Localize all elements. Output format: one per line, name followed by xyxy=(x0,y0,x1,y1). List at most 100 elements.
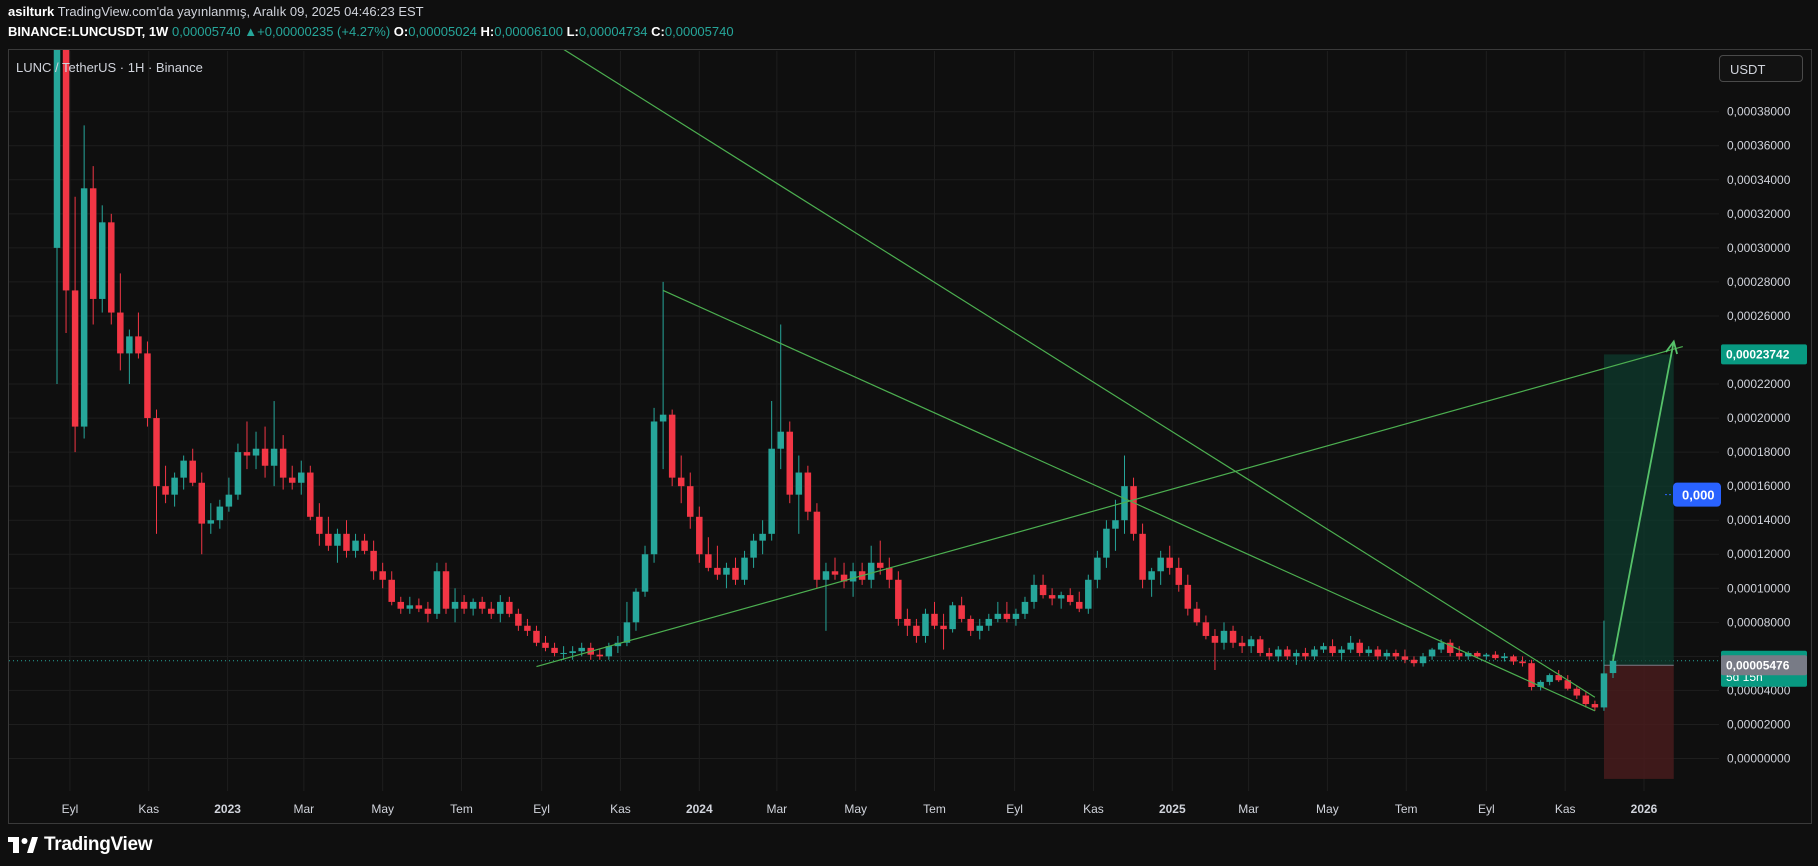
candle-body xyxy=(515,613,522,626)
price-tags: 0,000237420,000057405d 15h0,000054760,00… xyxy=(1665,344,1807,687)
candle-body xyxy=(1320,646,1327,650)
time-tick-label: May xyxy=(371,802,394,816)
last-price: 0,00005740 xyxy=(171,24,241,39)
candle-body xyxy=(1401,656,1409,660)
time-tick-label: Eyl xyxy=(1478,802,1495,816)
brand-name: TradingView xyxy=(44,834,153,855)
candle-body xyxy=(1329,646,1336,653)
candle-body xyxy=(1112,520,1119,529)
candle-body xyxy=(1202,622,1210,636)
time-tick-label: 2024 xyxy=(686,802,713,816)
time-tick-label: 2026 xyxy=(1631,802,1658,816)
candle-body xyxy=(813,511,821,580)
candle-body xyxy=(1012,613,1020,619)
chart-frame[interactable]: 0,000000000,000020000,000040000,00006000… xyxy=(8,49,1812,824)
candle-body xyxy=(460,601,468,609)
price-tick-label: 0,00002000 xyxy=(1727,717,1791,731)
candle-body xyxy=(506,601,513,614)
candle-body xyxy=(1076,601,1083,609)
candle-body xyxy=(1474,652,1481,657)
time-tick-label: Tem xyxy=(923,802,946,816)
time-tick-label: Mar xyxy=(1238,802,1259,816)
candle-body xyxy=(876,562,884,568)
candle-body xyxy=(632,591,640,623)
price-tick-label: 0,00034000 xyxy=(1727,173,1791,187)
time-axis[interactable]: Eyl Kas 2023 Mar May Tem Eyl Kas 2024 Mar May Tem Ey… xyxy=(62,802,1658,816)
candle-body xyxy=(1121,486,1128,521)
tradingview-logo-icon xyxy=(8,837,38,853)
candle-body xyxy=(741,557,748,580)
high-value: 0,00006100 xyxy=(494,24,563,39)
candle-body xyxy=(1293,652,1300,657)
candle-body xyxy=(270,448,278,466)
triangle-up-icon: ▲ xyxy=(244,24,258,39)
candle-body xyxy=(1573,688,1581,696)
candle-body xyxy=(1130,486,1137,534)
candle-body xyxy=(922,613,929,636)
candle-body xyxy=(1238,642,1246,647)
candle-body xyxy=(1030,584,1038,602)
candle-body xyxy=(1356,642,1363,653)
low-label: L: xyxy=(566,24,579,39)
candle-body xyxy=(1157,557,1164,572)
candle-body xyxy=(1085,579,1092,609)
time-tick-label: Mar xyxy=(294,802,315,816)
publisher-name[interactable]: asilturk xyxy=(8,4,55,19)
candle-body xyxy=(1519,661,1526,664)
candle-body xyxy=(135,336,142,354)
time-tick-label: Eyl xyxy=(62,802,79,816)
grid xyxy=(9,51,1719,791)
candle-body xyxy=(994,613,1002,619)
price-chart[interactable]: 0,000000000,000020000,000040000,00006000… xyxy=(9,50,1811,823)
candle-body xyxy=(89,188,97,299)
trendlines[interactable] xyxy=(500,50,1683,712)
candle-body xyxy=(1265,652,1273,657)
position-box[interactable] xyxy=(1603,354,1674,779)
candle-body xyxy=(1600,673,1608,708)
candle-body xyxy=(108,222,115,313)
candle-body xyxy=(605,646,613,657)
candle-body xyxy=(1455,652,1463,657)
price-tick-label: 0,00012000 xyxy=(1727,547,1791,561)
publish-info: asilturk TradingView.com'da yayınlanmış,… xyxy=(8,4,424,19)
candle-body xyxy=(1211,635,1219,643)
candle-body xyxy=(171,477,178,495)
published-text: TradingView.com'da yayınlanmış, Aralık 0… xyxy=(57,4,424,19)
candle-body xyxy=(442,571,450,609)
time-tick-label: Eyl xyxy=(1006,802,1023,816)
candle-body xyxy=(1410,659,1418,664)
candle-body xyxy=(560,652,567,654)
candle-body xyxy=(1166,557,1173,568)
blue-marker-text: 0,000 xyxy=(1682,488,1715,503)
candle-body xyxy=(370,550,377,572)
candle-body xyxy=(361,540,368,551)
candle-body xyxy=(71,290,79,427)
candle-body xyxy=(895,579,902,619)
candle-body xyxy=(497,601,504,614)
candle-body xyxy=(252,448,260,456)
currency-button[interactable]: USDT xyxy=(1719,55,1803,82)
candle-body xyxy=(551,647,558,653)
tradingview-brand[interactable]: TradingView xyxy=(8,833,153,857)
candle-body xyxy=(750,540,757,558)
time-tick-label: May xyxy=(1316,802,1339,816)
candle-body xyxy=(768,448,775,534)
candle-body xyxy=(913,625,920,636)
candle-body xyxy=(397,601,405,609)
price-tick-label: 0,00016000 xyxy=(1727,479,1791,493)
candle-body xyxy=(1003,613,1011,619)
candle-body xyxy=(80,188,88,427)
candle-body xyxy=(931,613,938,626)
time-tick-label: 2025 xyxy=(1159,802,1186,816)
price-tick-label: 0,00026000 xyxy=(1727,309,1791,323)
time-tick-label: Eyl xyxy=(533,802,550,816)
candle-body xyxy=(732,567,739,580)
entry-price-tag xyxy=(1721,655,1807,676)
candle-body xyxy=(1148,571,1155,580)
trendline xyxy=(536,346,1683,668)
candle-body xyxy=(967,618,974,631)
high-label: H: xyxy=(480,24,495,39)
candle-body xyxy=(1021,601,1029,614)
candle-body xyxy=(279,448,287,478)
ohlc-bar: BINANCE:LUNCUSDT, 1W 0,00005740 ▲+0,0000… xyxy=(8,24,734,39)
